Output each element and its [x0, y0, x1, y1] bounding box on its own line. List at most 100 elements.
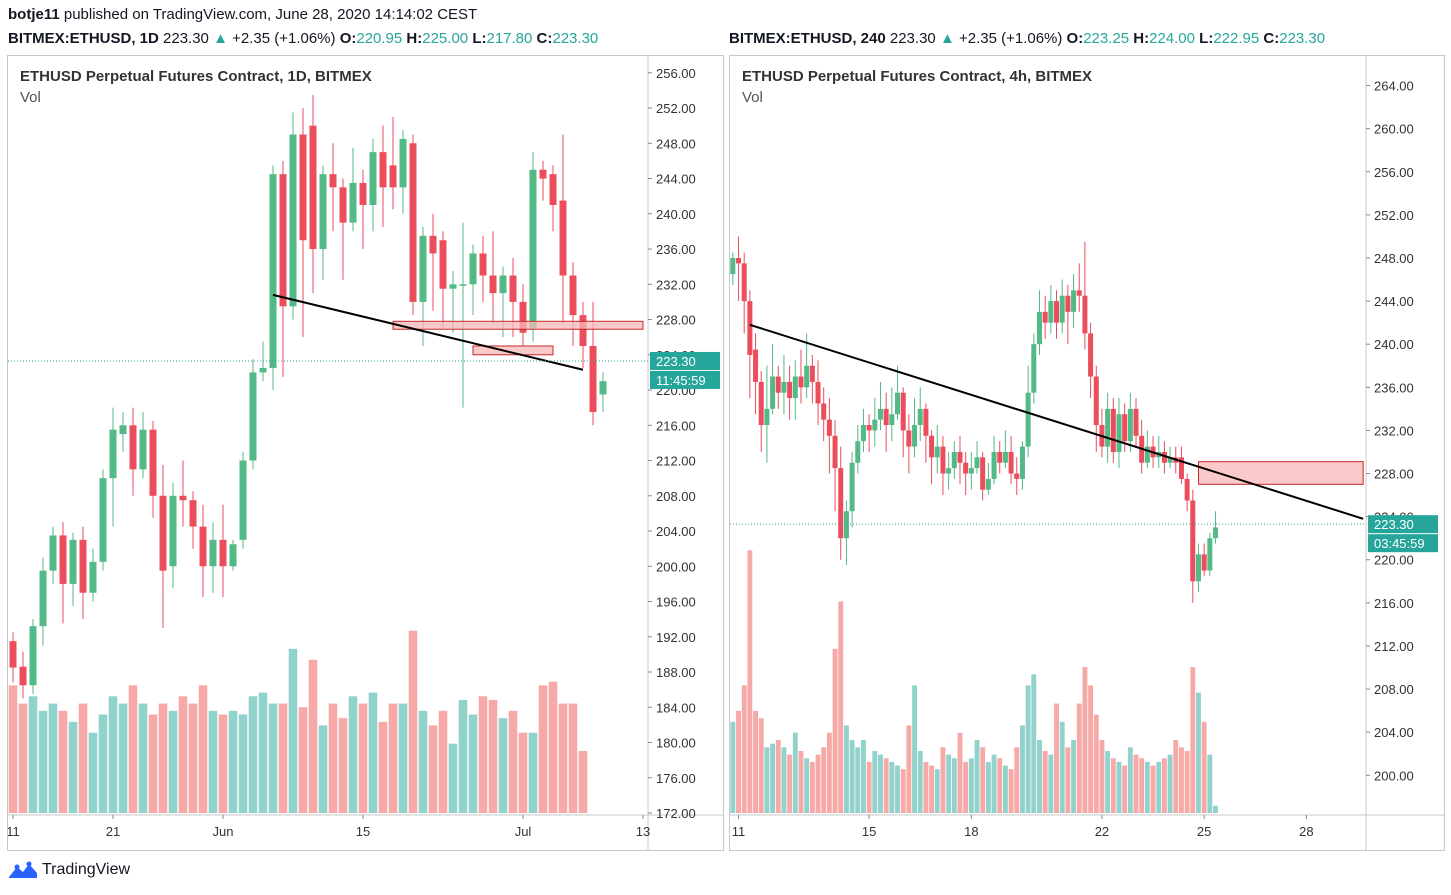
volume-bar: [1025, 685, 1031, 813]
last-price-label: 223.30: [656, 354, 696, 369]
volume-bar: [178, 696, 188, 813]
y-tick-label: 264.00: [1374, 79, 1414, 94]
volume-bar: [946, 754, 952, 813]
candle-body: [359, 182, 367, 205]
candle-body: [79, 539, 87, 593]
candle-body: [1105, 408, 1111, 447]
volume-bar: [843, 725, 849, 813]
4h-chart-svg[interactable]: 200.00204.00208.00212.00216.00220.00224.…: [730, 56, 1444, 850]
volume-bar: [872, 750, 878, 813]
y-tick-label: 176.00: [656, 771, 696, 786]
volume-bar: [730, 721, 736, 813]
volume-bar: [980, 747, 986, 813]
candle-body: [1002, 451, 1008, 463]
candle-body: [329, 174, 337, 188]
candle-body: [792, 376, 798, 399]
chart-panel-daily[interactable]: 172.00 176.00 180.00 184.00 188.00 192.00 196.…: [7, 55, 724, 851]
candle-body: [991, 451, 997, 479]
candle-body: [741, 263, 747, 302]
volume-bar: [934, 769, 940, 813]
candle-body: [1127, 408, 1133, 442]
candle-body: [832, 435, 838, 469]
candle-body: [459, 284, 467, 286]
volume-bar: [1133, 754, 1139, 813]
volume-bar: [781, 747, 787, 813]
change-value: +2.35 (+1.06%): [958, 30, 1063, 47]
candle-body: [912, 425, 918, 447]
candle-body: [1190, 500, 1196, 582]
candle-body: [579, 315, 587, 346]
candle-body: [1054, 301, 1060, 323]
volume-bar: [1088, 685, 1094, 813]
candle-body: [1088, 333, 1094, 377]
tradingview-brand[interactable]: TradingView: [8, 861, 130, 879]
y-tick-label: 208.00: [1374, 682, 1414, 697]
candle-body: [539, 169, 547, 179]
candle-body: [866, 425, 872, 431]
candle-body: [1093, 376, 1099, 426]
volume-bar: [148, 714, 158, 813]
volume-bar: [957, 732, 963, 813]
candle-body: [1019, 446, 1025, 479]
arrow-up-icon: ▲: [213, 30, 228, 47]
volume-bar: [18, 703, 28, 813]
candle-body: [1008, 451, 1014, 474]
candle-body: [69, 539, 77, 584]
candle-body: [599, 381, 607, 395]
candle-body: [259, 368, 267, 373]
candle-body: [1076, 290, 1082, 296]
candle-body: [409, 143, 417, 302]
candle-body: [29, 626, 37, 686]
candle-body: [883, 408, 889, 426]
volume-bar: [804, 758, 810, 813]
candle-body: [429, 235, 437, 254]
open-value: 220.95: [356, 30, 403, 47]
y-tick-label: 180.00: [656, 736, 696, 751]
y-tick-label: 232.00: [1374, 423, 1414, 438]
volume-bar: [418, 710, 428, 813]
candle-body: [289, 134, 297, 307]
volume-bar: [568, 703, 578, 813]
volume-bar: [308, 659, 318, 813]
publish-info: published on TradingView.com, June 28, 2…: [63, 6, 478, 23]
volume-bar: [736, 710, 741, 813]
volume-bar: [883, 758, 889, 813]
volume-bar: [558, 703, 568, 813]
author-name[interactable]: botje11: [8, 6, 60, 23]
chart-panel-4h[interactable]: 200.00204.00208.00212.00216.00220.00224.…: [729, 55, 1445, 851]
volume-bar: [88, 732, 98, 813]
candle-body: [1201, 554, 1207, 571]
volume-bar: [997, 758, 1003, 813]
symbol-label: BITMEX:ETHUSD, 1D: [8, 30, 159, 47]
candle-body: [379, 152, 387, 188]
y-tick-label: 212.00: [656, 454, 696, 469]
volume-bar: [821, 747, 827, 813]
resistance-zone: [472, 345, 554, 356]
volume-bar: [468, 714, 478, 813]
low-value: 217.80: [486, 30, 533, 47]
y-tick-label: 244.00: [656, 172, 696, 187]
volume-bar: [826, 732, 832, 813]
countdown-label: 03:45:59: [1374, 536, 1425, 551]
candle-body: [269, 174, 277, 369]
volume-bar: [478, 696, 488, 813]
daily-chart-svg[interactable]: 172.00 176.00 180.00 184.00 188.00 192.00 196.…: [8, 56, 723, 850]
volume-bar: [158, 703, 168, 813]
candle-body: [229, 544, 237, 567]
candle-body: [963, 462, 969, 474]
y-tick-label: 216.00: [656, 418, 696, 433]
volume-bar: [838, 601, 844, 813]
y-tick-label: 228.00: [1374, 467, 1414, 482]
volume-bar: [906, 725, 912, 813]
candle-body: [1195, 554, 1201, 582]
volume-bar: [38, 710, 48, 813]
volume-bar: [1184, 750, 1190, 813]
candle-body: [1110, 408, 1116, 452]
volume-bar: [900, 769, 906, 813]
volume-bar: [118, 703, 128, 813]
volume-bar: [951, 758, 957, 813]
price-value: 223.30: [163, 30, 209, 47]
volume-bar: [408, 630, 418, 813]
symbol-bar-left: BITMEX:ETHUSD, 1D 223.30 ▲ +2.35 (+1.06%…: [8, 30, 599, 47]
y-tick-label: 252.00: [1374, 208, 1414, 223]
